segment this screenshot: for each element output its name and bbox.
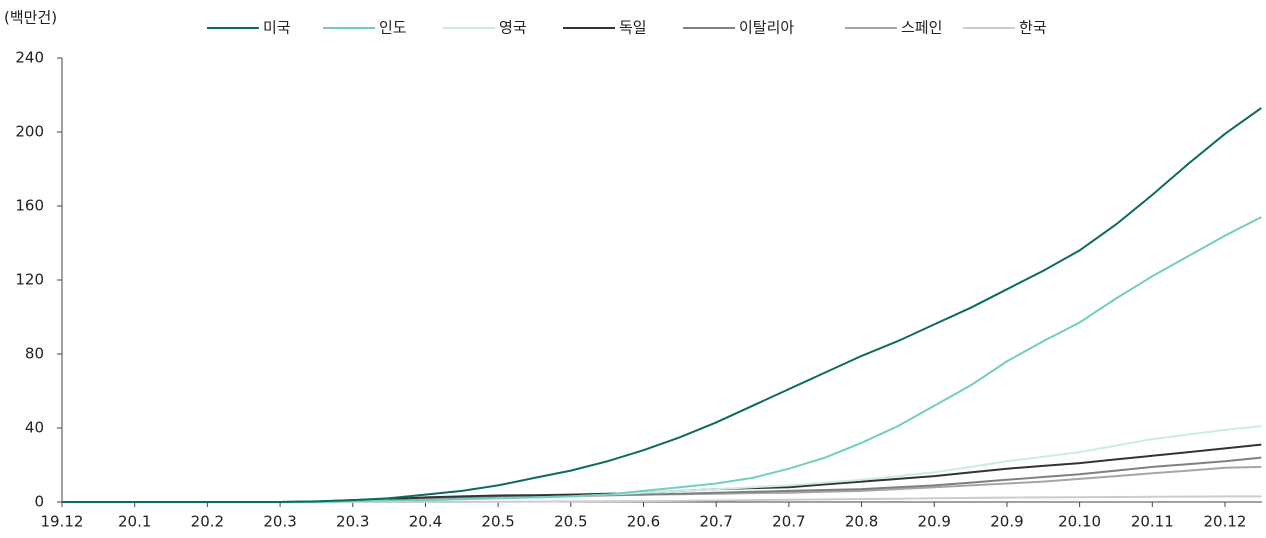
- y-unit: (백만건): [4, 9, 57, 27]
- x-tick-label: 20.9: [990, 513, 1023, 531]
- x-tick-label: 20.3: [263, 513, 296, 531]
- series-line: [62, 216, 1262, 503]
- x-tick-label: 20.2: [191, 513, 224, 531]
- x-tick-label: 20.1: [118, 513, 151, 531]
- x-tick-label: 20.5: [554, 513, 587, 531]
- y-tick-label: 200: [15, 123, 44, 141]
- x-tick-label: 20.7: [772, 513, 805, 531]
- y-tick-label: 80: [25, 345, 44, 363]
- legend-label: 영국: [499, 19, 527, 37]
- x-tick-label: 20.12: [1204, 513, 1247, 531]
- series-line: [62, 425, 1262, 503]
- legend-label: 미국: [263, 19, 291, 37]
- legend-label: 한국: [1019, 19, 1047, 37]
- x-tick-label: 20.11: [1131, 513, 1174, 531]
- y-tick-label: 240: [15, 49, 44, 67]
- x-tick-label: 20.7: [699, 513, 732, 531]
- x-tick-label: 19.12: [41, 513, 84, 531]
- legend-label: 독일: [619, 19, 647, 37]
- x-tick-label: 20.8: [845, 513, 878, 531]
- y-tick-label: 40: [25, 419, 44, 437]
- x-tick-label: 20.5: [481, 513, 514, 531]
- y-tick-label: 0: [34, 493, 44, 511]
- x-tick-label: 20.9: [918, 513, 951, 531]
- legend-label: 스페인: [901, 19, 942, 37]
- x-tick-label: 20.3: [336, 513, 369, 531]
- legend-label: 인도: [379, 19, 407, 37]
- x-tick-label: 20.10: [1058, 513, 1101, 531]
- x-tick-label: 20.6: [627, 513, 660, 531]
- y-tick-label: 160: [15, 197, 44, 215]
- y-tick-label: 120: [15, 271, 44, 289]
- x-tick-label: 20.4: [409, 513, 442, 531]
- series-line: [62, 107, 1262, 503]
- legend-label: 이탈리아: [739, 19, 794, 37]
